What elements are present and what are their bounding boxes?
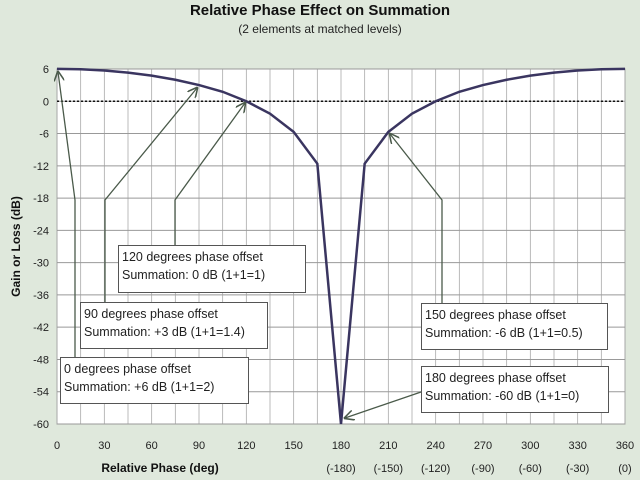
x-tick-label: 120 — [237, 440, 255, 452]
x-tick-label: 90 — [193, 440, 205, 452]
y-tick-label: -18 — [33, 193, 49, 205]
x-tick-label: 300 — [521, 440, 539, 452]
annotation-line1: 150 degrees phase offset — [425, 308, 566, 322]
annotation-line2: Summation: +6 dB (1+1=2) — [64, 380, 215, 394]
annotation-box: 0 degrees phase offset Summation: +6 dB … — [60, 357, 249, 404]
series-line — [56, 67, 626, 425]
annotation-box: 150 degrees phase offset Summation: -6 d… — [421, 303, 608, 350]
y-tick-label: -60 — [33, 419, 49, 431]
x-tick-label: 180 — [332, 440, 350, 452]
x-tick-alt-label: (-90) — [471, 463, 494, 475]
annotation-arrow — [345, 391, 422, 418]
x-tick-label: 0 — [54, 440, 60, 452]
x-tick-alt-label: (-150) — [374, 463, 403, 475]
x-tick-label: 210 — [379, 440, 397, 452]
annotation-line1: 0 degrees phase offset — [64, 362, 191, 376]
y-tick-label: -12 — [33, 161, 49, 173]
x-tick-alt-label: (-60) — [519, 463, 542, 475]
annotation-line2: Summation: -60 dB (1+1=0) — [425, 389, 580, 403]
annotation-arrow — [390, 134, 443, 303]
annotation-line1: 120 degrees phase offset — [122, 250, 263, 264]
annotation-line1: 180 degrees phase offset — [425, 371, 566, 385]
chart-subtitle: (2 elements at matched levels) — [238, 22, 402, 36]
y-tick-label: -36 — [33, 290, 49, 302]
annotation-box: 90 degrees phase offset Summation: +3 dB… — [80, 302, 268, 349]
annotation-line2: Summation: 0 dB (1+1=1) — [122, 268, 266, 282]
annotation-arrow — [174, 103, 245, 245]
x-axis-label: Relative Phase (deg) — [101, 461, 218, 475]
annotation-line1: 90 degrees phase offset — [84, 307, 218, 321]
annotation-box: 180 degrees phase offset Summation: -60 … — [421, 366, 609, 413]
annotation-line2: Summation: +3 dB (1+1=1.4) — [84, 325, 245, 339]
x-tick-label: 270 — [474, 440, 492, 452]
x-tick-label: 30 — [98, 440, 110, 452]
x-tick-alt-label: (0) — [618, 463, 631, 475]
y-tick-label: -54 — [33, 387, 49, 399]
annotation-box: 120 degrees phase offset Summation: 0 dB… — [118, 245, 306, 293]
y-tick-label: -42 — [33, 322, 49, 334]
annotation-arrow — [58, 72, 76, 357]
x-tick-label: 330 — [568, 440, 586, 452]
y-tick-label: 0 — [43, 96, 49, 108]
x-tick-alt-label: (-120) — [421, 463, 450, 475]
y-axis-label: Gain or Loss (dB) — [9, 196, 23, 297]
y-tick-label: -30 — [33, 258, 49, 270]
y-tick-label: -24 — [33, 225, 49, 237]
y-tick-label: -48 — [33, 354, 49, 366]
x-tick-label: 150 — [284, 440, 302, 452]
x-tick-alt-label: (-30) — [566, 463, 589, 475]
y-tick-label: -6 — [39, 129, 49, 141]
x-tick-alt-label: (-180) — [326, 463, 355, 475]
chart-title: Relative Phase Effect on Summation — [189, 2, 451, 19]
x-tick-label: 360 — [616, 440, 634, 452]
x-tick-label: 60 — [146, 440, 158, 452]
y-tick-label: 6 — [43, 64, 49, 76]
annotation-arrow — [104, 88, 197, 302]
annotation-line2: Summation: -6 dB (1+1=0.5) — [425, 326, 583, 340]
x-tick-label: 240 — [426, 440, 444, 452]
